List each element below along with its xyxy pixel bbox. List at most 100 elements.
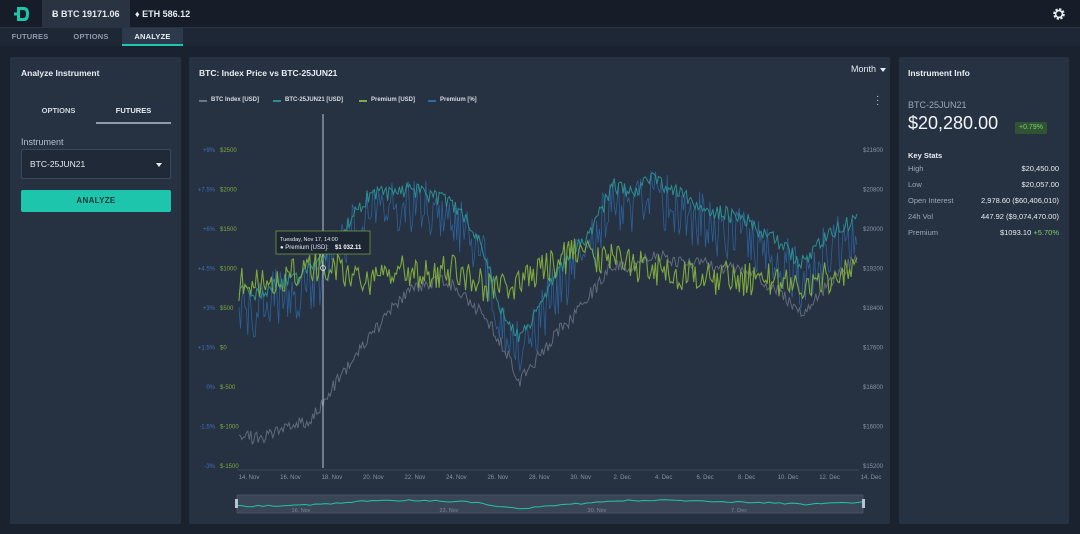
stat-row-open-interest: Open Interest 2,978.60 ($60,406,010) (908, 196, 1059, 208)
y-left-usd-label: $-500 (220, 385, 236, 391)
stat-value: 447.92 ($9,074,470.00) (981, 212, 1059, 221)
y-right-label: $19200 (863, 267, 884, 273)
x-tick-label: 26. Nov (487, 475, 508, 481)
analyze-button[interactable]: ANALYZE (21, 190, 171, 212)
stat-label: Open Interest (908, 196, 954, 205)
y-right-label: $16000 (863, 425, 884, 431)
y-left-pct-label: +9% (203, 148, 216, 154)
analyze-panel (10, 57, 181, 524)
x-tick-label: 16. Nov (280, 475, 301, 481)
y-left-usd-label: $0 (220, 346, 227, 352)
legend-premium-usd[interactable]: Premium [USD] (371, 97, 416, 103)
chart-title: BTC: Index Price vs BTC-25JUN21 (199, 68, 338, 78)
y-right-label: $15200 (863, 464, 884, 470)
info-price: $20,280.00 (908, 113, 999, 133)
y-left-usd-label: $-1500 (220, 464, 239, 470)
y-right-label: $20000 (863, 227, 884, 233)
y-left-pct-label: +4.5% (198, 267, 216, 273)
legend-swatch-btc-index (199, 100, 207, 102)
legend-swatch-premium-usd (359, 100, 367, 102)
tooltip-date: Tuesday, Nov 17, 14:00 (280, 237, 338, 243)
legend-btc-index[interactable]: BTC Index [USD] (211, 97, 259, 103)
segment-futures[interactable]: FUTURES (96, 98, 171, 124)
y-left-pct-label: +6% (203, 227, 216, 233)
info-panel (899, 57, 1069, 524)
stat-row-24h-vol: 24h Vol 447.92 ($9,074,470.00) (908, 212, 1059, 224)
y-left-usd-label: $500 (220, 306, 234, 312)
stat-row-premium: Premium $1093.10 +5.70% (908, 228, 1059, 240)
range-select[interactable]: Month (851, 64, 877, 74)
y-left-usd-label: $-1000 (220, 425, 239, 431)
key-stats-title: Key Stats (908, 151, 943, 160)
tooltip-box (275, 230, 371, 255)
x-tick-label: 2. Dec (614, 475, 631, 481)
tooltip-series: ● Premium [USD]: (280, 245, 329, 251)
eth-ticker[interactable]: ♦ ETH 586.12 (135, 9, 191, 19)
legend-swatch-future (273, 100, 281, 102)
instrument-select[interactable]: BTC-25JUN21 (21, 149, 171, 179)
stat-row-low: Low $20,057.00 (908, 180, 1059, 192)
stat-label: Low (908, 180, 922, 189)
stat-value: $20,057.00 (1021, 180, 1059, 189)
y-left-pct-label: +7.5% (198, 188, 216, 194)
y-left-pct-label: -1.5% (199, 425, 215, 431)
series-premium-usd-line (238, 238, 858, 302)
x-tick-label: 22. Nov (405, 475, 426, 481)
instrument-value: BTC-25JUN21 (30, 159, 86, 169)
stat-row-high: High $20,450.00 (908, 164, 1059, 176)
chevron-down-icon (156, 163, 162, 167)
navigator-tick-label: 16. Nov (292, 508, 311, 514)
deribit-logo-icon[interactable] (12, 4, 32, 24)
y-left-usd-label: $1500 (220, 227, 237, 233)
stat-value: $1093.10 +5.70% (1000, 228, 1059, 237)
price-chart[interactable]: +9% $2500 $21600 +7.5% $2000 $20800 +6% $1500 $2… (189, 110, 890, 524)
info-panel-title: Instrument Info (908, 68, 970, 78)
tooltip-value: $1 032.11 (335, 245, 362, 251)
x-tick-label: 30. Nov (570, 475, 591, 481)
tab-analyze[interactable]: ANALYZE (122, 28, 183, 46)
crosshair-point (320, 265, 326, 271)
y-left-pct-label: +3% (203, 306, 216, 312)
navigator-handle-right (862, 499, 865, 508)
x-tick-label: 18. Nov (322, 475, 343, 481)
info-symbol: BTC-25JUN21 (908, 100, 967, 110)
y-left-usd-label: $1000 (220, 267, 237, 273)
btc-ticker[interactable]: Ƀ BTC 19171.06 (42, 0, 130, 28)
x-tick-label: 8. Dec (738, 475, 755, 481)
stat-label: 24h Vol (908, 212, 934, 221)
y-right-label: $16800 (863, 385, 884, 391)
navigator-handle-left (235, 499, 238, 508)
legend-premium-pct[interactable]: Premium [%] (440, 97, 477, 103)
gear-icon[interactable] (1052, 7, 1066, 21)
x-tick-label: 12. Dec (819, 475, 840, 481)
segment-options[interactable]: OPTIONS (41, 106, 76, 115)
navigator-series (236, 499, 864, 510)
kebab-menu-icon[interactable]: · · · (876, 91, 880, 110)
x-tick-label: 14. Dec (861, 475, 882, 481)
y-left-usd-label: $2500 (220, 148, 237, 154)
nav-tabs: FUTURES OPTIONS ANALYZE (0, 28, 1080, 46)
stat-value-usd: $1093.10 (999, 228, 1032, 237)
y-right-label: $18400 (863, 306, 884, 312)
tab-futures[interactable]: FUTURES (11, 32, 49, 41)
x-tick-label: 24. Nov (446, 475, 467, 481)
legend-swatch-premium-pct (428, 100, 436, 102)
tab-options[interactable]: OPTIONS (73, 32, 109, 41)
chevron-down-icon[interactable] (880, 68, 886, 72)
legend-future[interactable]: BTC-25JUN21 [USD] (285, 97, 344, 103)
navigator-tick-label: 7. Dec (731, 508, 747, 514)
navigator-tick-label: 30. Nov (588, 508, 607, 514)
y-left-pct-label: 0% (206, 385, 215, 391)
stat-label: Premium (908, 228, 939, 237)
stat-value: 2,978.60 ($60,406,010) (981, 196, 1059, 205)
change-badge: +0.79% (1015, 122, 1047, 134)
y-left-usd-label: $2000 (220, 188, 237, 194)
y-right-label: $20800 (863, 188, 884, 194)
x-tick-label: 20. Nov (363, 475, 384, 481)
y-right-label: $21600 (863, 148, 884, 154)
x-tick-label: 28. Nov (529, 475, 550, 481)
x-tick-label: 6. Dec (696, 475, 713, 481)
stat-label: High (908, 164, 924, 173)
top-bar: Ƀ BTC 19171.06 ♦ ETH 586.12 (0, 0, 1080, 28)
stat-value: $20,450.00 (1021, 164, 1059, 173)
